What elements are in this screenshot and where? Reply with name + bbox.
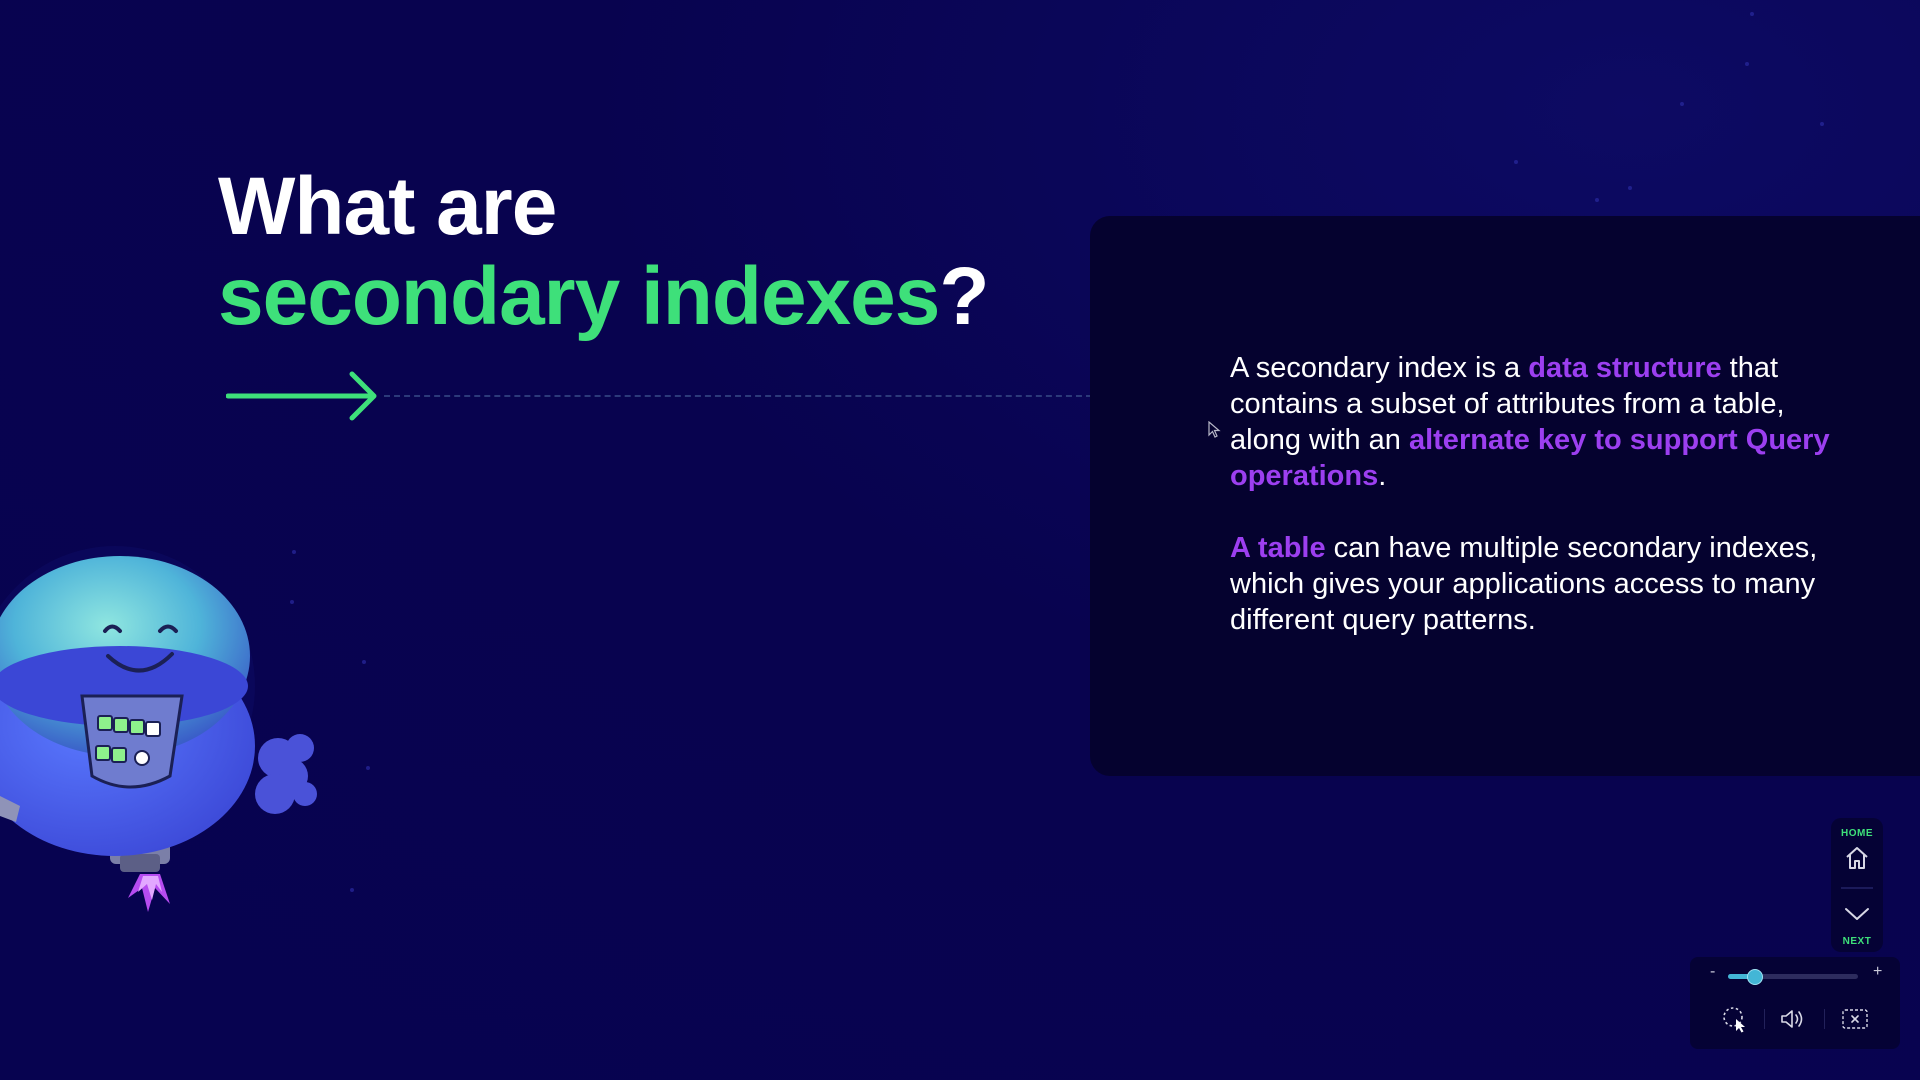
zoom-slider-fill (1728, 974, 1754, 979)
star-decoration (1745, 62, 1749, 66)
title-accent: secondary indexes (218, 251, 940, 342)
page-title: What are secondary indexes? (218, 161, 989, 342)
text-span: A secondary index is a (1230, 352, 1529, 384)
arrow-right-icon (226, 371, 377, 421)
zoom-in-button[interactable]: + (1873, 963, 1883, 980)
highlight-a-table: A table (1230, 532, 1326, 564)
star-decoration (366, 766, 370, 770)
dashed-connector (384, 395, 1092, 397)
text-span: . (1378, 460, 1387, 492)
nav-separator (1841, 887, 1873, 889)
star-decoration (1750, 12, 1754, 16)
panel-text: A secondary index is a data structure th… (1230, 350, 1830, 674)
paragraph-multiple-indexes: A table can have multiple secondary inde… (1230, 530, 1830, 638)
star-decoration (1820, 122, 1824, 126)
home-icon[interactable] (1843, 844, 1871, 872)
controls-separator (1764, 1009, 1765, 1029)
robot-mascot-illustration (0, 546, 317, 912)
close-icon[interactable] (1840, 1005, 1870, 1033)
star-decoration (1595, 198, 1599, 202)
title-line-1: What are (218, 161, 557, 252)
highlight-alternate-key: alternate key to support Query operation… (1230, 424, 1830, 492)
pointer-icon[interactable] (1720, 1005, 1750, 1033)
controls-separator (1824, 1009, 1825, 1029)
title-question-mark: ? (939, 251, 989, 342)
home-label: HOME (1841, 828, 1873, 839)
player-controls: - + (1690, 957, 1900, 1049)
star-decoration (350, 888, 354, 892)
star-decoration (1514, 160, 1518, 164)
text-span: can have multiple secondary indexes, whi… (1230, 532, 1818, 636)
speaker-icon[interactable] (1778, 1005, 1808, 1033)
paragraph-definition: A secondary index is a data structure th… (1230, 350, 1830, 494)
highlight-data-structure: data structure (1528, 352, 1722, 384)
title-line-2: secondary indexes? (218, 251, 989, 342)
star-decoration (362, 660, 366, 664)
next-label: NEXT (1842, 936, 1872, 947)
star-decoration (1680, 102, 1684, 106)
zoom-slider-handle[interactable] (1747, 969, 1763, 985)
star-decoration (292, 550, 296, 554)
zoom-slider[interactable] (1728, 969, 1858, 985)
text-span: that contains a subset of attributes fro… (1230, 352, 1785, 456)
chevron-down-icon[interactable] (1843, 902, 1871, 926)
slide-navigation: HOME NEXT (1831, 818, 1883, 952)
mouse-cursor-icon (1208, 421, 1221, 438)
info-panel: A secondary index is a data structure th… (1090, 216, 1920, 776)
zoom-out-button[interactable]: - (1710, 963, 1716, 980)
star-decoration (290, 600, 294, 604)
star-decoration (1628, 186, 1632, 190)
